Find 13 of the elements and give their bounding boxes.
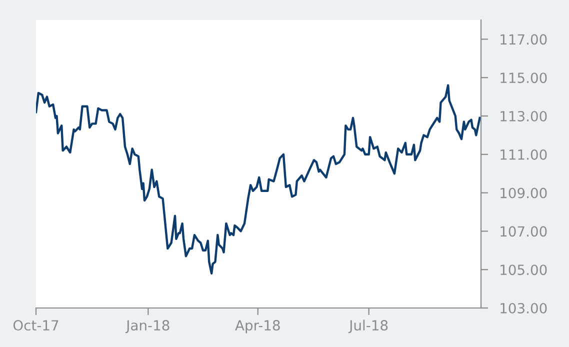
y-tick-label: 107.00: [500, 226, 547, 237]
y-tick-label: 103.00: [500, 302, 547, 314]
y-tick-label: 115.00: [500, 72, 547, 84]
line-series: [36, 84, 481, 275]
x-tick-label: Jan-18: [125, 320, 170, 334]
x-tick-label: Oct-17: [13, 320, 58, 331]
y-tick-label: 111.00: [500, 149, 547, 160]
x-tick-label: Jul-18: [348, 320, 388, 334]
y-tick-label: 105.00: [500, 264, 547, 276]
y-tick-label: 109.00: [500, 188, 547, 198]
x-tick-label: Apr-18: [235, 320, 280, 334]
y-tick-label: 117.00: [500, 34, 547, 45]
y-tick-label: 113.00: [500, 110, 547, 122]
